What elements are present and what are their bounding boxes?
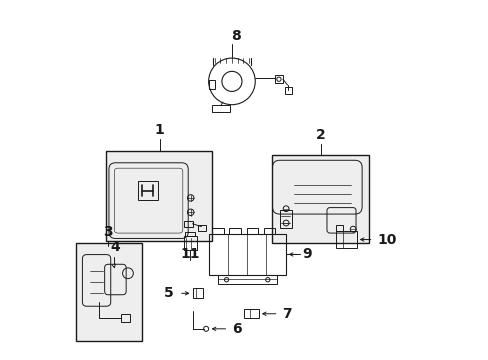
- Bar: [121, 315, 129, 321]
- Text: 9: 9: [302, 247, 311, 261]
- Bar: [284, 87, 291, 94]
- Bar: [217, 275, 276, 284]
- Bar: [246, 228, 258, 234]
- Bar: [279, 211, 292, 228]
- Bar: [183, 236, 197, 250]
- Bar: [106, 151, 212, 241]
- Bar: [274, 75, 282, 83]
- Text: 6: 6: [231, 322, 241, 336]
- Bar: [212, 105, 230, 112]
- Bar: [212, 228, 223, 234]
- Bar: [244, 309, 258, 318]
- Text: 7: 7: [282, 307, 291, 321]
- Text: 1: 1: [154, 123, 164, 137]
- Bar: [208, 234, 285, 275]
- Bar: [192, 288, 202, 298]
- Text: 5: 5: [164, 286, 174, 300]
- Bar: [183, 221, 192, 226]
- Text: 11: 11: [180, 247, 200, 261]
- Bar: [198, 225, 205, 231]
- Bar: [272, 155, 368, 243]
- Text: 10: 10: [376, 233, 396, 247]
- Bar: [335, 231, 356, 248]
- Text: 8: 8: [230, 29, 240, 42]
- Text: 3: 3: [103, 225, 113, 239]
- Bar: [229, 228, 241, 234]
- Text: 4: 4: [110, 239, 120, 253]
- Bar: [264, 228, 275, 234]
- Bar: [137, 181, 158, 201]
- Bar: [335, 225, 343, 231]
- Bar: [185, 232, 195, 236]
- Bar: [208, 80, 215, 89]
- Bar: [76, 243, 142, 341]
- Text: 2: 2: [315, 129, 325, 142]
